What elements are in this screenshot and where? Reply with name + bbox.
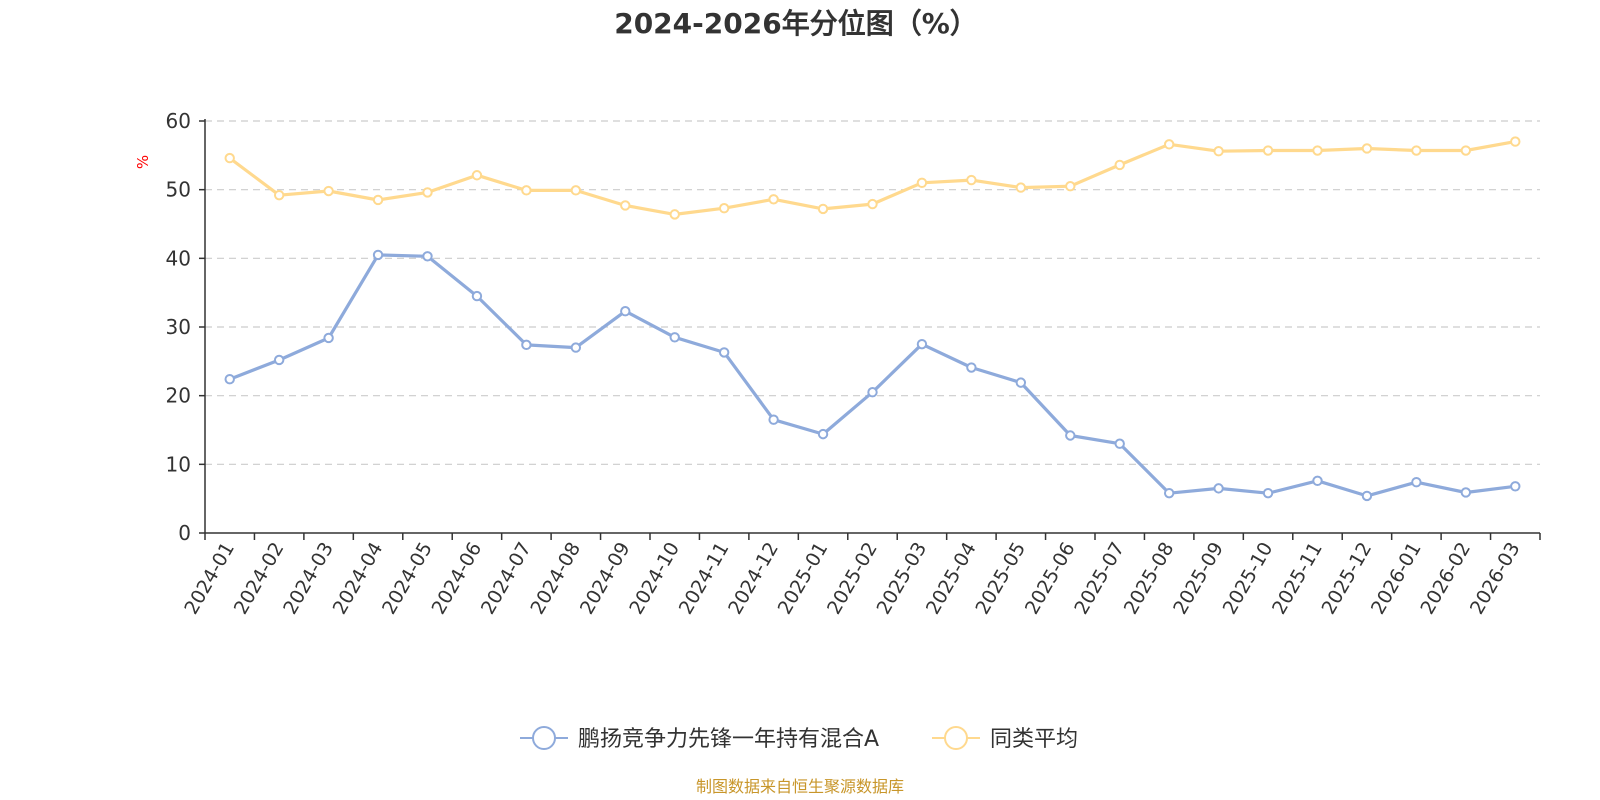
data-point[interactable]: [1262, 487, 1274, 499]
data-point[interactable]: [570, 185, 582, 196]
data-point[interactable]: [1312, 145, 1323, 156]
x-tick-label: 2026-03: [1466, 539, 1525, 619]
data-point[interactable]: [471, 170, 483, 181]
data-point[interactable]: [620, 200, 631, 211]
data-point[interactable]: [1361, 490, 1373, 502]
data-point[interactable]: [966, 174, 977, 186]
legend: 鹏扬竞争力先锋一年持有混合A 同类平均: [520, 726, 1078, 752]
data-point[interactable]: [768, 414, 779, 425]
data-point[interactable]: [867, 387, 878, 398]
data-point[interactable]: [669, 332, 680, 343]
y-axis-ticks: 0 10 20 30 40 50 60: [166, 109, 205, 545]
data-point[interactable]: [422, 187, 433, 198]
x-axis-ticks: 2024-012024-022024-032024-042024-052024-…: [180, 533, 1541, 619]
data-point[interactable]: [1065, 430, 1076, 441]
legend-marker-icon: [532, 726, 556, 750]
data-point[interactable]: [1312, 475, 1323, 487]
data-point[interactable]: [768, 194, 779, 205]
data-point[interactable]: [1065, 181, 1076, 192]
y-tick-label: 50: [166, 178, 191, 202]
source-note: 制图数据来自恒生聚源数据库: [696, 777, 904, 796]
legend-label: 鹏扬竞争力先锋一年持有混合A: [578, 727, 879, 752]
y-tick-label: 60: [166, 109, 191, 133]
data-point[interactable]: [718, 203, 730, 214]
y-tick-label: 40: [166, 246, 191, 270]
data-point[interactable]: [323, 185, 334, 197]
axes: [204, 119, 1540, 534]
data-point[interactable]: [1163, 139, 1175, 150]
y-tick-label: 0: [178, 521, 191, 545]
data-point[interactable]: [1460, 145, 1472, 156]
data-point[interactable]: [1411, 145, 1422, 156]
legend-marker-icon: [944, 726, 968, 750]
data-point[interactable]: [224, 152, 235, 164]
data-point[interactable]: [1114, 159, 1125, 171]
legend-item-1[interactable]: 同类平均: [932, 726, 1078, 752]
data-point[interactable]: [273, 189, 285, 201]
series-group: [224, 136, 1521, 502]
data-point[interactable]: [1262, 145, 1274, 156]
series-line: [229, 253, 1516, 498]
y-tick-label: 10: [166, 452, 191, 476]
data-point[interactable]: [1015, 182, 1027, 193]
data-point[interactable]: [1213, 146, 1224, 157]
data-point[interactable]: [620, 306, 631, 317]
data-point[interactable]: [1163, 487, 1175, 499]
data-point[interactable]: [718, 347, 730, 358]
data-point[interactable]: [1510, 481, 1521, 492]
data-point[interactable]: [471, 290, 483, 302]
y-axis-label: %: [134, 155, 152, 169]
data-point[interactable]: [669, 209, 680, 220]
data-point[interactable]: [1114, 438, 1125, 449]
series-1: [224, 136, 1521, 220]
data-point[interactable]: [1460, 487, 1472, 498]
data-point[interactable]: [1361, 143, 1373, 154]
data-point[interactable]: [1411, 476, 1422, 488]
data-point[interactable]: [1213, 483, 1224, 494]
data-point[interactable]: [966, 362, 977, 373]
data-point[interactable]: [224, 373, 235, 385]
data-point[interactable]: [1510, 136, 1521, 147]
data-point[interactable]: [1015, 377, 1027, 388]
data-point[interactable]: [422, 251, 433, 262]
data-point[interactable]: [323, 332, 334, 344]
data-point[interactable]: [372, 249, 384, 261]
data-point[interactable]: [273, 354, 285, 366]
legend-item-0[interactable]: 鹏扬竞争力先锋一年持有混合A: [520, 726, 879, 752]
data-point[interactable]: [570, 342, 582, 353]
legend-label: 同类平均: [990, 727, 1078, 752]
data-point[interactable]: [521, 185, 532, 196]
grid-lines: [205, 120, 1540, 465]
data-point[interactable]: [521, 339, 532, 351]
data-point[interactable]: [372, 194, 384, 206]
data-point[interactable]: [916, 338, 928, 350]
data-point[interactable]: [817, 203, 829, 215]
series-0: [224, 249, 1521, 502]
data-point[interactable]: [817, 428, 829, 440]
data-point[interactable]: [867, 198, 878, 210]
y-tick-label: 20: [166, 384, 191, 408]
y-tick-label: 30: [166, 315, 191, 339]
chart-title: 2024-2026年分位图（%）: [614, 7, 978, 40]
data-point[interactable]: [916, 177, 928, 189]
